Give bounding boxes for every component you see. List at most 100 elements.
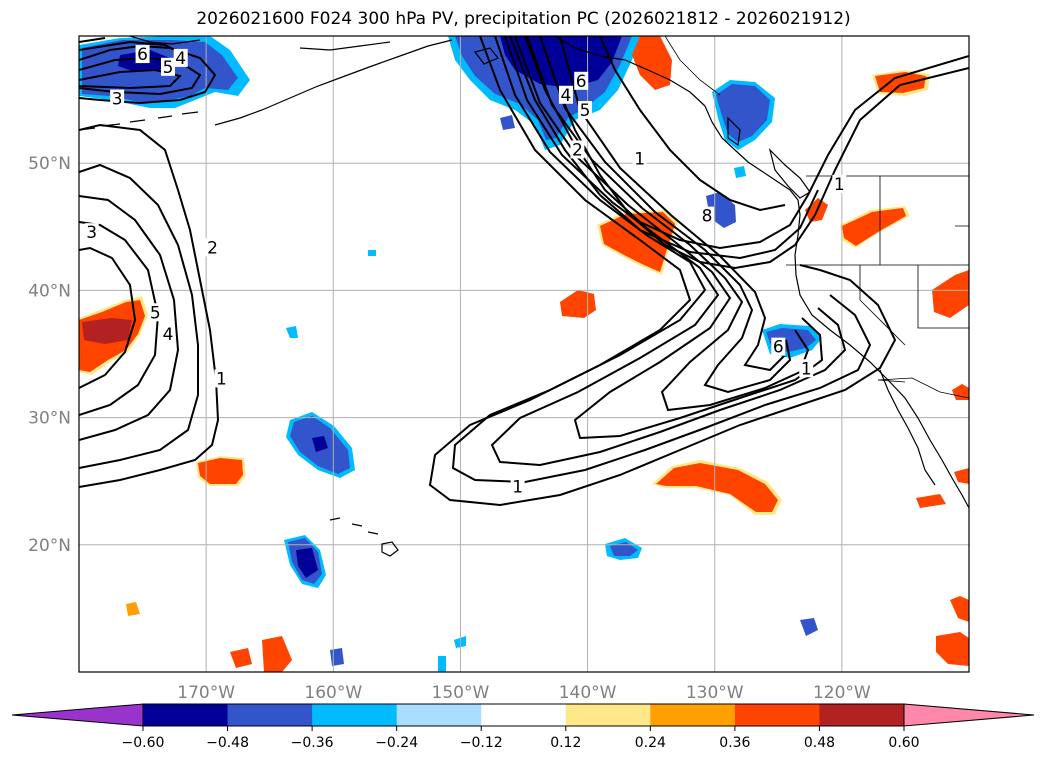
- pv-contour-west-1: [79, 123, 220, 488]
- gridlines: [79, 36, 969, 672]
- coastline-baja: [879, 369, 936, 486]
- coastline-hawaii: [329, 517, 399, 557]
- pv-contour-label-bg: [570, 140, 585, 159]
- colorbar-segment: [819, 704, 905, 726]
- precip-positive-region-south: [126, 384, 969, 672]
- pv-contour-label-bg: [110, 89, 125, 108]
- us-state-borders: [786, 176, 969, 383]
- pv-contour-label: 8: [702, 207, 713, 227]
- pv-contour-trough-7: [559, 36, 786, 372]
- colorbar-tick-label: −0.48: [206, 735, 249, 751]
- colorbar-tick-label: −0.24: [375, 735, 418, 751]
- precip-positive-region-west: [79, 296, 148, 375]
- pv-contour-label: 3: [112, 90, 123, 110]
- axis-labels: 170°W 160°W 150°W 140°W 130°W 120°W 20°N 30°N 40…: [28, 154, 871, 703]
- lon-tick-label: 150°W: [432, 683, 490, 703]
- pv-contour-north-2: [79, 56, 202, 96]
- precip-negative-region-central-pacific: [284, 250, 818, 672]
- coastline-south-alaska: [554, 36, 706, 107]
- colorbar-tick-label: 0.24: [635, 735, 666, 751]
- figure-title: 2026021600 F024 300 hPa PV, precipitatio…: [196, 9, 851, 29]
- pv-contour-label: 5: [150, 303, 161, 323]
- pv-contour-label-bg: [161, 324, 175, 343]
- pv-contour-label: 1: [512, 478, 523, 498]
- lon-tick-label: 130°W: [686, 683, 744, 703]
- lat-tick-label: 20°N: [28, 536, 71, 556]
- pv-contour-north-3: [79, 68, 182, 90]
- lon-tick-label: 140°W: [559, 683, 617, 703]
- pv-contour-trough-3: [490, 36, 847, 467]
- colorbar-segment: [650, 704, 736, 726]
- pv-contour-label: 1: [216, 369, 227, 389]
- pv-contour-label: 1: [834, 175, 845, 195]
- pv-contour-label-bg: [700, 206, 715, 225]
- pv-contour-label: 3: [86, 223, 97, 243]
- map-frame: [78, 35, 970, 673]
- pv-contour-label: 4: [175, 49, 186, 69]
- pv-contour-label: 4: [163, 325, 174, 345]
- pv-contour-jet-4: [599, 36, 786, 212]
- pv-contour-label-bg: [205, 238, 220, 257]
- colorbar-segment: [143, 704, 229, 726]
- colorbar-tick-label: 0.48: [804, 735, 835, 751]
- pv-contour-trough-6: [539, 36, 792, 394]
- pv-contour-north-1: [79, 44, 217, 105]
- coastline-bc: [704, 105, 799, 201]
- colorbar-extend-low: [11, 703, 144, 727]
- pv-contour-label-bg: [578, 101, 593, 120]
- lon-tick-label: 170°W: [177, 683, 235, 703]
- pv-contour-label-bg: [148, 303, 163, 322]
- pv-contour-label-bg: [574, 71, 589, 90]
- pv-contour-label: 1: [801, 359, 812, 379]
- pv-contour-label-bg: [135, 45, 150, 64]
- precip-positive-region-northwest: [560, 36, 969, 318]
- colorbar-tick-label: 0.12: [550, 735, 581, 751]
- pv-contour-label: 5: [163, 58, 174, 78]
- alaska-canada-border: [664, 36, 721, 96]
- pv-contour-label: 4: [561, 86, 572, 106]
- colorbar-segment: [565, 704, 651, 726]
- pv-contour-label-bg: [832, 174, 847, 193]
- lat-tick-label: 50°N: [28, 154, 71, 174]
- pv-contour-label: 5: [580, 101, 591, 121]
- pv-contour-label-bg: [214, 369, 229, 388]
- lon-tick-label: 120°W: [813, 683, 871, 703]
- colorbar: −0.60 −0.48 −0.36 −0.24 −0.12 0.12 0.24 0.36 0.4…: [11, 703, 1035, 751]
- pv-contour-label-bg: [510, 477, 525, 496]
- pv-contour-label-bg: [173, 48, 188, 67]
- colorbar-tick-label: 0.60: [888, 735, 919, 751]
- lon-tick-label: 160°W: [304, 683, 362, 703]
- colorbar-segment: [312, 704, 398, 726]
- colorbar-frame: [142, 703, 905, 727]
- colorbar-extend-high: [903, 703, 1035, 727]
- colorbar-tick-label: −0.60: [122, 735, 165, 751]
- coastline-vancouver-island: [768, 148, 811, 199]
- pv-contour-label-bg: [632, 149, 647, 168]
- pv-contour-trough-2: [451, 36, 872, 484]
- pv-contour-label: 6: [137, 45, 148, 65]
- colorbar-segment: [396, 704, 482, 726]
- us-mexico-border: [877, 377, 969, 399]
- pv-contour-label-bg: [771, 337, 786, 356]
- lat-tick-label: 30°N: [28, 409, 71, 429]
- coastline-bering: [129, 36, 391, 51]
- coastline-alaska-peninsula: [214, 39, 453, 126]
- colorbar-segment: [481, 704, 567, 726]
- pv-contour-label: 2: [207, 238, 218, 258]
- pv-contour-label: 2: [572, 140, 583, 160]
- coastline-haida-gwaii: [727, 116, 741, 147]
- pv-contour-label-bg: [84, 223, 99, 242]
- colorbar-tick-label: −0.12: [460, 735, 503, 751]
- pv-contour-label-bg: [799, 359, 814, 378]
- pv-contour-label: 6: [576, 72, 587, 92]
- coastline-west-us: [794, 199, 969, 509]
- pv-contour-west-5: [79, 246, 137, 389]
- colorbar-tick-label: −0.36: [291, 735, 334, 751]
- pv-contour-trough-1: [428, 36, 897, 507]
- colorbar-tick-label: 0.36: [719, 735, 750, 751]
- pv-contour-west-2: [79, 163, 199, 469]
